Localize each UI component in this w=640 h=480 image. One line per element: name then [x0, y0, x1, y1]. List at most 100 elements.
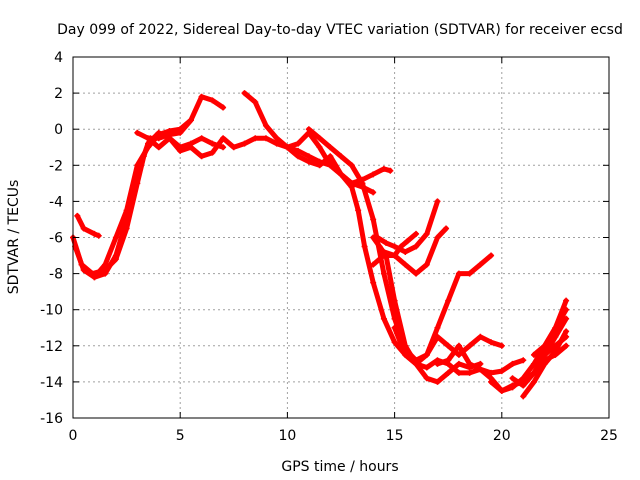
data-point — [530, 360, 537, 367]
data-point — [477, 366, 484, 373]
data-point — [177, 147, 184, 154]
data-point — [509, 360, 516, 367]
data-point — [305, 158, 312, 165]
data-point — [402, 351, 409, 358]
y-axis-label: SDTVAR / TECUs — [6, 180, 22, 295]
data-point — [413, 270, 420, 277]
series-line — [531, 307, 569, 358]
data-point — [305, 126, 312, 133]
data-point — [387, 167, 394, 174]
y-tick-label: -12 — [40, 339, 63, 355]
data-point — [262, 122, 269, 129]
data-point — [391, 324, 398, 331]
data-point — [398, 243, 405, 250]
data-point — [530, 378, 537, 385]
data-point — [530, 351, 537, 358]
x-tick-label: 10 — [278, 428, 296, 444]
series-line — [91, 117, 194, 280]
y-tick-label: -4 — [49, 194, 63, 210]
data-point — [74, 212, 81, 219]
data-point — [380, 270, 387, 277]
data-point — [541, 351, 548, 358]
data-point — [112, 234, 119, 241]
data-point — [359, 180, 366, 187]
data-point — [220, 144, 227, 151]
data-point — [316, 144, 323, 151]
x-tick-label: 25 — [600, 428, 618, 444]
data-point — [370, 216, 377, 223]
data-point — [563, 297, 570, 304]
y-tick-label: -16 — [40, 411, 63, 427]
data-point — [498, 368, 505, 375]
data-point — [370, 261, 377, 268]
data-point — [455, 360, 462, 367]
data-point — [466, 369, 473, 376]
series-track-13 — [391, 252, 495, 367]
y-tick-label: -8 — [49, 267, 63, 283]
series-line — [510, 316, 569, 388]
data-point — [220, 104, 227, 111]
data-point — [209, 140, 216, 147]
data-point — [91, 274, 98, 281]
data-point — [466, 342, 473, 349]
x-tick-label: 15 — [386, 428, 404, 444]
data-point — [177, 126, 184, 133]
data-point — [443, 225, 450, 232]
data-point — [413, 360, 420, 367]
data-point — [327, 144, 334, 151]
x-tick-label: 20 — [493, 428, 511, 444]
data-point — [445, 357, 452, 364]
data-point — [477, 333, 484, 340]
data-point — [423, 364, 430, 371]
data-point — [316, 162, 323, 169]
data-point — [134, 162, 141, 169]
data-point — [252, 99, 259, 106]
data-point — [155, 144, 162, 151]
data-series — [70, 90, 570, 400]
data-point — [509, 375, 516, 382]
data-point — [488, 378, 495, 385]
data-point — [155, 131, 162, 138]
data-point — [187, 117, 194, 124]
data-point — [295, 140, 302, 147]
data-point — [383, 239, 390, 246]
data-point — [187, 144, 194, 151]
data-point — [552, 333, 559, 340]
data-point — [338, 153, 344, 160]
data-point — [423, 261, 430, 268]
data-point — [402, 248, 409, 255]
data-point — [477, 360, 484, 367]
data-point — [273, 135, 280, 142]
data-point — [488, 369, 495, 376]
series-track-18 — [530, 306, 570, 358]
data-point — [563, 306, 570, 313]
data-point — [498, 387, 505, 394]
y-tick-label: -14 — [40, 375, 63, 391]
y-tick-label: 2 — [54, 86, 63, 102]
data-point — [166, 135, 173, 142]
data-point — [455, 342, 462, 349]
data-point — [95, 232, 102, 239]
data-point — [530, 369, 537, 376]
data-point — [413, 243, 420, 250]
data-point — [241, 140, 248, 147]
data-point — [370, 279, 377, 286]
data-point — [391, 297, 398, 304]
data-point — [220, 135, 227, 142]
series-track-10 — [374, 198, 441, 255]
data-point — [520, 375, 527, 382]
data-point — [241, 90, 248, 97]
series-line — [74, 213, 102, 239]
data-point — [520, 393, 527, 400]
data-point — [423, 230, 430, 237]
data-point — [273, 140, 280, 147]
chart-title: Day 099 of 2022, Sidereal Day-to-day VTE… — [57, 22, 623, 38]
x-tick-label: 0 — [69, 428, 78, 444]
data-point — [563, 342, 570, 349]
data-point — [445, 369, 452, 376]
data-point — [455, 351, 462, 358]
data-point — [198, 153, 205, 160]
data-point — [434, 324, 441, 331]
data-point — [423, 351, 430, 358]
data-point — [391, 339, 398, 346]
